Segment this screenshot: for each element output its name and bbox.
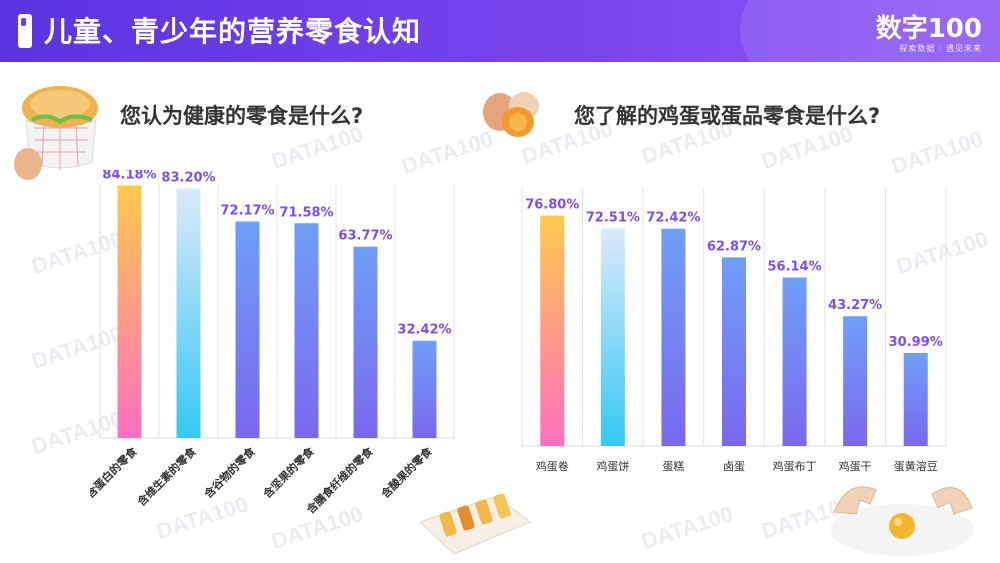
bar: [412, 340, 437, 438]
left-question-title: 您认为健康的零食是什么?: [120, 104, 364, 128]
brand-logo: 数字100 探索数据 · 遇见未来: [876, 8, 982, 54]
bar: [903, 353, 928, 446]
data-label: 56.14%: [767, 260, 821, 275]
data-label: 63.77%: [338, 229, 392, 244]
logo-tagline: 探索数据 · 遇见未来: [899, 44, 982, 53]
watermark: DATA100: [638, 501, 736, 555]
x-tick-label: 含酸果的零食: [377, 444, 435, 502]
data-label: 76.80%: [525, 198, 579, 213]
snack-tray-illustration: [419, 493, 531, 555]
bar: [235, 221, 260, 438]
x-tick-label: 含谷物的零食: [200, 444, 258, 502]
bar: [176, 188, 201, 438]
x-tick-label: 含维生素的零食: [134, 444, 200, 510]
sandwich-illustration: [14, 86, 98, 180]
data-label: 30.99%: [889, 335, 943, 350]
cracked-egg-illustration: [830, 486, 974, 556]
bar: [782, 277, 807, 446]
header-banner: 儿童、青少年的营养零食认知 数字100 探索数据 · 遇见未来: [0, 0, 1000, 62]
x-tick-label: 蛋黄溶豆: [894, 459, 938, 473]
x-tick-label: 鸡蛋饼: [596, 459, 629, 473]
bar: [353, 246, 378, 438]
bar: [540, 215, 565, 446]
x-tick-label: 含蛋白的零食: [90, 444, 140, 502]
x-tick-label: 鸡蛋卷: [536, 459, 569, 473]
logo-text: 数字100: [875, 14, 982, 44]
data-label: 72.17%: [220, 203, 274, 218]
x-tick-label: 蛋糕: [662, 459, 684, 473]
x-tick-label: 卤蛋: [723, 460, 745, 473]
x-tick-label: 鸡蛋干: [839, 459, 872, 473]
bar: [661, 228, 686, 446]
header-decoration: [740, 0, 1000, 62]
x-tick-label: 含坚果的零食: [259, 444, 317, 502]
right-question-title: 您了解的鸡蛋或蛋品零食是什么?: [574, 104, 881, 128]
bar: [722, 257, 746, 446]
data-label: 62.87%: [707, 239, 761, 254]
data-label: 72.42%: [646, 211, 700, 226]
data-label: 72.51%: [586, 210, 640, 225]
data-label: 71.58%: [279, 205, 333, 220]
data-label: 32.42%: [397, 323, 451, 338]
bar: [117, 185, 142, 438]
bar: [294, 223, 319, 438]
data-label: 83.20%: [161, 170, 215, 185]
egg-snack-bar-chart: 76.80% 鸡蛋卷 72.51% 鸡蛋饼 72.42% 蛋糕 62.87% 卤蛋 56.14%…: [521, 188, 947, 473]
bar: [843, 316, 868, 446]
bar: [600, 228, 625, 446]
title-accent-icon: [18, 14, 32, 48]
data-label: 43.27%: [828, 298, 882, 313]
page-title: 儿童、青少年的营养零食认知: [44, 15, 422, 48]
eggs-illustration: [483, 92, 539, 137]
x-tick-label: 鸡蛋布丁: [773, 459, 817, 473]
healthy-snack-bar-chart: 84.18% 含蛋白的零食 83.20% 含维生素的零食 72.17% 含谷物的零食 71.…: [90, 170, 455, 517]
data-label: 84.18%: [102, 170, 156, 182]
